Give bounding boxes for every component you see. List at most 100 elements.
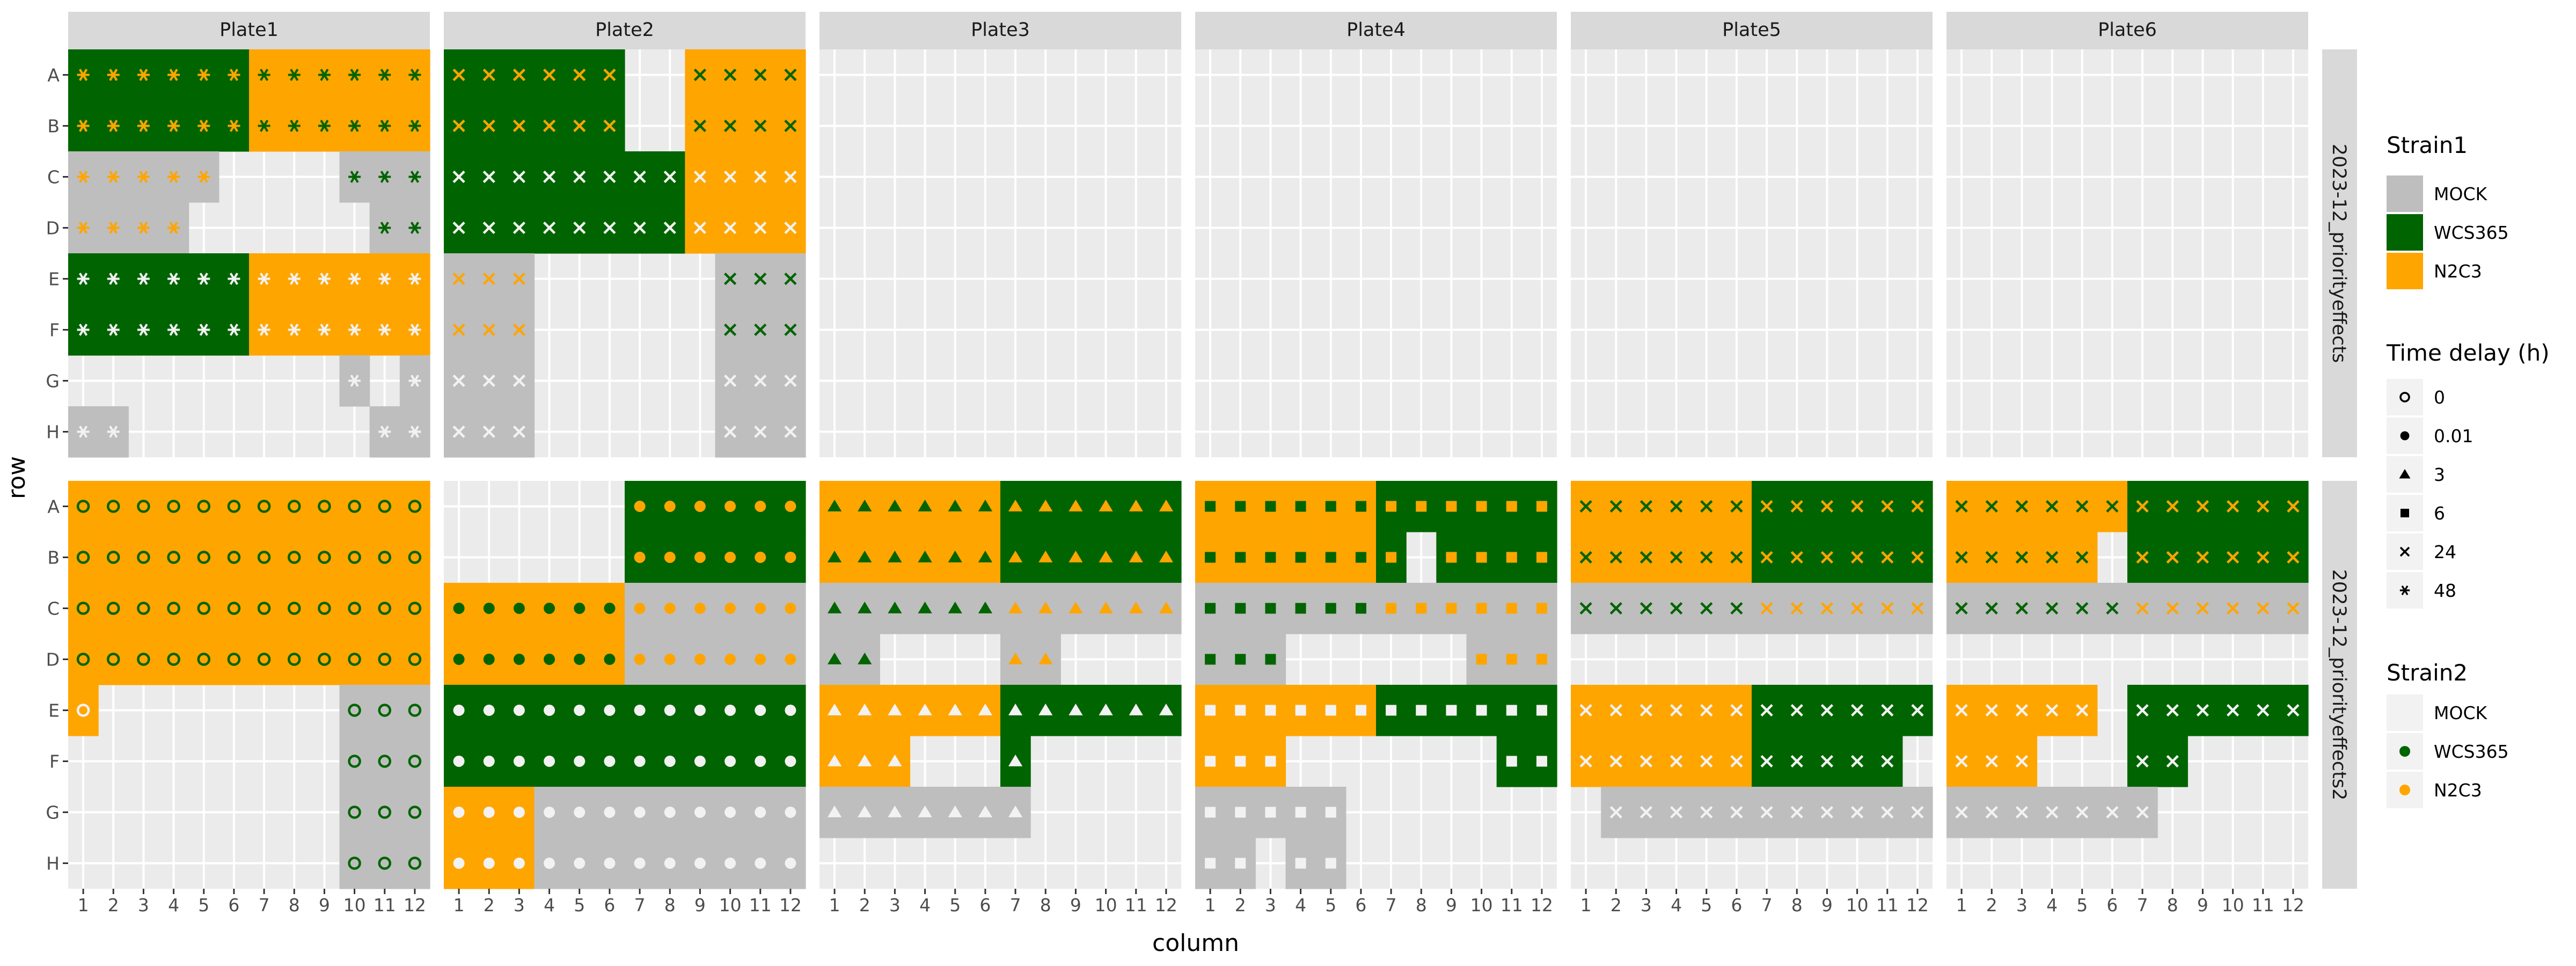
y-tick-label: C bbox=[47, 598, 60, 619]
well-marker bbox=[918, 602, 932, 613]
well-marker bbox=[513, 654, 525, 665]
well-marker bbox=[1159, 704, 1174, 715]
well-tile bbox=[339, 481, 370, 532]
well-marker bbox=[755, 807, 766, 818]
well-marker bbox=[197, 602, 210, 615]
well-marker bbox=[167, 69, 180, 81]
well-marker bbox=[1536, 654, 1547, 665]
well-marker bbox=[785, 807, 796, 818]
well-marker bbox=[724, 603, 736, 614]
well-marker bbox=[1881, 704, 1894, 717]
well-marker bbox=[2045, 806, 2059, 819]
well-marker bbox=[227, 500, 241, 513]
well-marker bbox=[754, 170, 767, 184]
x-tick-label: 8 bbox=[1791, 895, 1803, 916]
facet-row-strip-background bbox=[2322, 481, 2357, 889]
well-marker bbox=[784, 68, 797, 82]
well-marker bbox=[663, 170, 676, 184]
well-tile bbox=[98, 481, 129, 532]
well-tile bbox=[399, 736, 430, 787]
well-marker bbox=[1985, 704, 1998, 717]
x-tick-label: 3 bbox=[514, 895, 525, 916]
well-marker bbox=[408, 755, 422, 768]
y-tick-label: A bbox=[47, 496, 60, 517]
well-tile bbox=[339, 736, 370, 787]
well-marker bbox=[1129, 551, 1143, 562]
facet-strip-background bbox=[1946, 12, 2308, 49]
y-tick-label: F bbox=[49, 751, 60, 772]
x-tick-label: 1 bbox=[78, 895, 89, 916]
well-tile bbox=[218, 532, 250, 583]
well-marker bbox=[827, 704, 842, 715]
well-tile bbox=[369, 634, 400, 685]
well-marker bbox=[2076, 806, 2089, 819]
well-marker bbox=[2136, 704, 2149, 717]
well-marker bbox=[1985, 755, 1998, 768]
well-marker bbox=[978, 500, 993, 511]
well-marker bbox=[694, 807, 706, 818]
well-marker bbox=[452, 425, 465, 438]
well-marker bbox=[1069, 602, 1083, 613]
well-tile bbox=[128, 583, 159, 634]
well-marker bbox=[633, 170, 646, 184]
well-marker bbox=[228, 120, 240, 132]
well-marker bbox=[1265, 603, 1276, 614]
x-tick-label: 3 bbox=[889, 895, 901, 916]
well-marker bbox=[2015, 806, 2029, 819]
x-tick-label: 5 bbox=[198, 895, 209, 916]
well-marker bbox=[1008, 806, 1023, 817]
well-marker bbox=[543, 119, 556, 133]
well-marker bbox=[1955, 755, 1968, 768]
well-marker bbox=[378, 324, 391, 336]
x-tick-label: 8 bbox=[664, 895, 676, 916]
well-marker bbox=[76, 653, 90, 666]
well-marker bbox=[1609, 551, 1622, 564]
well-marker bbox=[1506, 654, 1517, 665]
well-marker bbox=[694, 603, 706, 614]
x-tick-label: 10 bbox=[1846, 895, 1869, 916]
well-marker bbox=[378, 426, 391, 438]
well-marker bbox=[1850, 755, 1864, 768]
well-marker bbox=[1850, 551, 1864, 564]
well-marker bbox=[513, 68, 526, 82]
well-marker bbox=[378, 120, 391, 132]
well-marker bbox=[918, 806, 932, 817]
well-marker bbox=[408, 704, 422, 717]
well-marker bbox=[1265, 756, 1276, 767]
panel-plate6-2 bbox=[1946, 481, 2309, 889]
well-marker bbox=[2045, 500, 2059, 513]
well-marker bbox=[1790, 704, 1803, 717]
well-marker bbox=[858, 551, 872, 562]
well-marker bbox=[1640, 704, 1653, 717]
well-marker bbox=[544, 858, 555, 869]
x-tick-label: 6 bbox=[979, 895, 991, 916]
well-marker bbox=[724, 654, 736, 665]
well-marker bbox=[482, 374, 495, 387]
well-marker bbox=[452, 221, 465, 235]
x-tick-label: 5 bbox=[574, 895, 585, 916]
x-tick-label: 4 bbox=[919, 895, 931, 916]
well-tile bbox=[188, 532, 219, 583]
well-marker bbox=[785, 552, 796, 563]
well-marker bbox=[858, 500, 872, 511]
well-marker bbox=[318, 324, 331, 336]
y-axis-title: row bbox=[3, 456, 31, 499]
well-marker bbox=[197, 551, 210, 564]
well-marker bbox=[1760, 704, 1773, 717]
well-marker bbox=[1760, 755, 1773, 768]
well-marker bbox=[107, 171, 120, 183]
y-tick-label: E bbox=[48, 700, 60, 721]
well-marker bbox=[1099, 602, 1113, 613]
well-marker bbox=[1476, 501, 1487, 512]
well-marker bbox=[1911, 602, 1924, 615]
well-marker bbox=[1911, 500, 1924, 513]
well-marker bbox=[723, 272, 737, 286]
well-marker bbox=[2045, 704, 2059, 717]
well-tile bbox=[399, 838, 430, 889]
well-tile bbox=[309, 583, 340, 634]
x-tick-label: 11 bbox=[374, 895, 396, 916]
well-marker bbox=[1295, 603, 1306, 614]
well-marker bbox=[1730, 551, 1743, 564]
well-tile bbox=[68, 685, 99, 736]
x-tick-label: 8 bbox=[1040, 895, 1051, 916]
